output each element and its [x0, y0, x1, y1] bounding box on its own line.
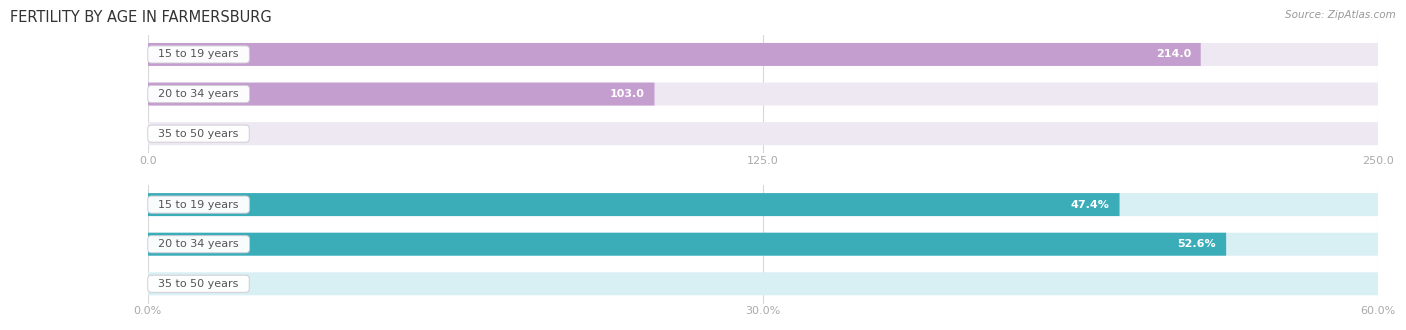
Text: 20 to 34 years: 20 to 34 years — [152, 239, 246, 249]
FancyBboxPatch shape — [148, 82, 1378, 106]
Text: FERTILITY BY AGE IN FARMERSBURG: FERTILITY BY AGE IN FARMERSBURG — [10, 10, 271, 25]
Text: 35 to 50 years: 35 to 50 years — [152, 129, 246, 139]
FancyBboxPatch shape — [148, 43, 1378, 66]
Text: 103.0: 103.0 — [610, 89, 645, 99]
FancyBboxPatch shape — [148, 193, 1378, 216]
Text: 35 to 50 years: 35 to 50 years — [152, 279, 246, 289]
FancyBboxPatch shape — [148, 233, 1378, 256]
Text: 15 to 19 years: 15 to 19 years — [152, 200, 246, 210]
Text: 0.0%: 0.0% — [157, 279, 188, 289]
FancyBboxPatch shape — [148, 233, 1226, 256]
Text: 47.4%: 47.4% — [1071, 200, 1109, 210]
FancyBboxPatch shape — [148, 122, 1378, 145]
Text: 15 to 19 years: 15 to 19 years — [152, 50, 246, 59]
FancyBboxPatch shape — [148, 43, 1201, 66]
FancyBboxPatch shape — [148, 193, 1119, 216]
Text: 214.0: 214.0 — [1156, 50, 1191, 59]
Text: Source: ZipAtlas.com: Source: ZipAtlas.com — [1285, 10, 1396, 20]
Text: 52.6%: 52.6% — [1178, 239, 1216, 249]
Text: 20 to 34 years: 20 to 34 years — [152, 89, 246, 99]
FancyBboxPatch shape — [148, 82, 654, 106]
FancyBboxPatch shape — [148, 272, 1378, 295]
Text: 0.0: 0.0 — [157, 129, 177, 139]
